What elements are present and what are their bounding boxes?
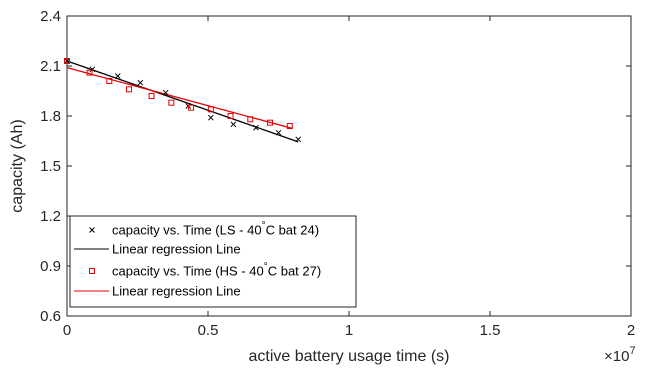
data-point-square-marker xyxy=(86,69,93,76)
data-point-x-marker xyxy=(137,79,144,86)
data-point-square-marker xyxy=(64,58,70,64)
legend-x-marker-icon xyxy=(89,227,95,233)
legend-label-ls: capacity vs. Time (LS - 40°C bat 24) xyxy=(112,221,319,238)
y-tick-label: 2.4 xyxy=(40,8,61,25)
x-tick-label: 0 xyxy=(63,322,71,339)
legend-entry-ls-scatter: capacity vs. Time (LS - 40°C bat 24) xyxy=(89,221,319,238)
data-layer xyxy=(64,58,302,143)
legend-label-regression-1: Linear regression Line xyxy=(112,242,241,257)
y-tick-label: 2.1 xyxy=(40,58,61,75)
y-tick-label: 0.6 xyxy=(40,308,61,325)
data-point-square-marker xyxy=(207,106,214,113)
regression-line-1 xyxy=(66,60,299,143)
y-axis-label: capacity (Ah) xyxy=(9,119,26,212)
x-tick-label: 2 xyxy=(627,322,635,339)
data-point-x-marker xyxy=(295,136,302,143)
x-tick-label: 1 xyxy=(345,322,353,339)
legend-label-regression-2: Linear regression Line xyxy=(112,284,241,299)
data-point-square-marker xyxy=(106,78,113,84)
data-point-x-marker xyxy=(114,73,121,79)
y-tick-label: 1.8 xyxy=(40,108,61,125)
data-point-square-marker xyxy=(188,104,195,111)
data-point-square-marker xyxy=(286,123,293,129)
data-point-square-marker xyxy=(168,99,175,106)
legend-square-marker-icon xyxy=(89,268,95,274)
x-tick-label: 0.5 xyxy=(198,322,219,339)
x-exponent-label: ×107 xyxy=(604,345,636,365)
data-point-x-marker xyxy=(207,114,214,121)
legend-entry-hs-regression: Linear regression Line xyxy=(74,284,241,299)
legend: capacity vs. Time (LS - 40°C bat 24) Lin… xyxy=(69,215,357,308)
data-point-x-marker xyxy=(275,129,282,136)
data-point-square-marker xyxy=(148,93,155,99)
data-point-x-marker xyxy=(64,58,70,64)
x-axis-label: active battery usage time (s) xyxy=(249,348,450,365)
data-point-square-marker xyxy=(126,86,133,93)
data-point-x-marker xyxy=(89,66,96,73)
y-tick-label: 1.2 xyxy=(40,208,61,225)
data-point-square-marker xyxy=(247,116,254,123)
legend-box xyxy=(69,215,357,308)
legend-label-hs: capacity vs. Time (HS - 40°C bat 27) xyxy=(112,262,321,279)
legend-entry-ls-regression: Linear regression Line xyxy=(74,242,241,257)
data-point-x-marker xyxy=(162,89,169,96)
regression-line-3 xyxy=(66,67,293,130)
data-point-square-marker xyxy=(267,119,274,126)
y-tick-label: 0.9 xyxy=(40,258,61,275)
data-point-square-marker xyxy=(227,113,234,119)
x-tick-label: 1.5 xyxy=(480,322,501,339)
legend-entry-hs-scatter: capacity vs. Time (HS - 40°C bat 27) xyxy=(89,262,321,279)
data-point-x-marker xyxy=(230,121,237,128)
y-tick-label: 1.5 xyxy=(40,158,61,175)
data-point-x-marker xyxy=(253,124,259,131)
